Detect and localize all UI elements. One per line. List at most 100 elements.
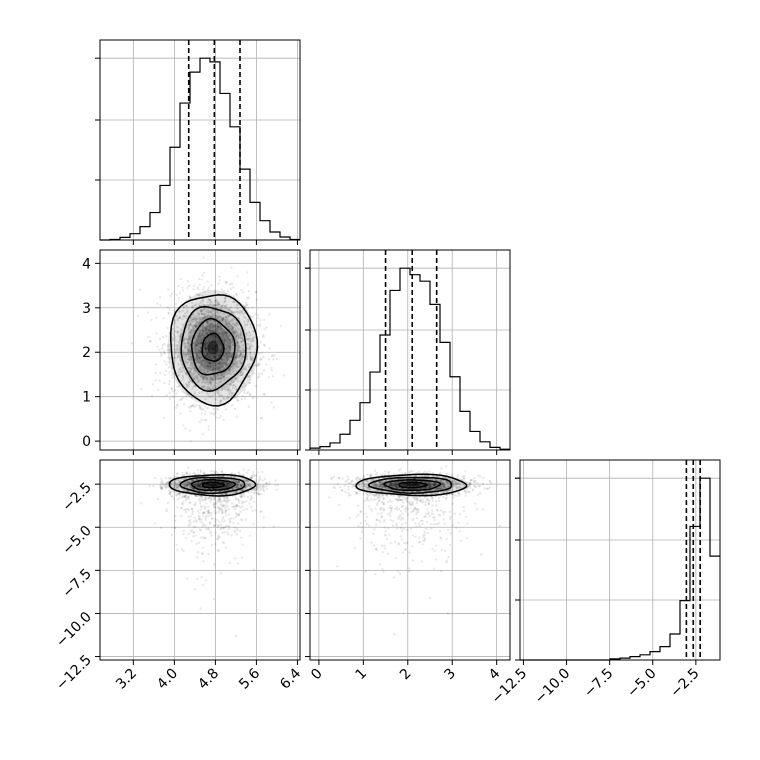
scatter-point xyxy=(217,347,220,350)
scatter-point xyxy=(237,354,241,358)
scatter-point xyxy=(191,479,194,482)
scatter-point xyxy=(176,319,180,322)
scatter-point xyxy=(230,319,233,323)
scatter-point xyxy=(208,328,212,331)
scatter-point xyxy=(193,344,196,347)
scatter-point xyxy=(208,345,211,349)
scatter-point xyxy=(195,333,198,337)
scatter-point xyxy=(154,363,158,366)
scatter-point xyxy=(206,351,210,355)
scatter-point xyxy=(210,340,214,343)
scatter-point xyxy=(236,303,239,306)
scatter-point xyxy=(258,485,261,488)
scatter-point xyxy=(246,347,250,350)
scatter-point xyxy=(159,351,162,354)
scatter-point xyxy=(229,483,233,486)
scatter-point xyxy=(206,379,209,382)
scatter-point xyxy=(213,340,216,343)
scatter-point xyxy=(235,341,239,344)
scatter-point xyxy=(199,335,202,338)
scatter-point xyxy=(237,480,241,484)
scatter-point xyxy=(231,501,234,505)
scatter-point xyxy=(210,340,214,344)
scatter-point xyxy=(260,486,263,489)
scatter-point xyxy=(214,364,218,367)
scatter-point xyxy=(197,330,200,333)
scatter-point xyxy=(229,484,233,487)
scatter-point xyxy=(259,510,262,513)
scatter-point xyxy=(211,342,214,345)
scatter-point xyxy=(221,531,224,534)
scatter-point xyxy=(216,340,220,344)
scatter-point xyxy=(228,339,231,342)
scatter-point xyxy=(235,483,239,487)
scatter-point xyxy=(166,501,170,505)
scatter-point xyxy=(228,337,231,341)
scatter-point xyxy=(199,339,202,342)
scatter-point xyxy=(206,382,210,386)
scatter-point xyxy=(231,327,234,330)
scatter-point xyxy=(245,479,249,482)
scatter-point xyxy=(227,362,230,366)
scatter-point xyxy=(186,337,190,341)
scatter-point xyxy=(169,294,172,298)
scatter-point xyxy=(221,541,224,544)
scatter-point xyxy=(172,334,176,337)
scatter-point xyxy=(231,340,234,344)
scatter-point xyxy=(187,381,190,385)
scatter-point xyxy=(228,484,231,487)
scatter-point xyxy=(237,317,240,320)
scatter-point xyxy=(225,500,229,504)
scatter-point xyxy=(220,373,223,377)
scatter-point xyxy=(218,373,221,377)
scatter-point xyxy=(199,368,202,372)
scatter-point xyxy=(449,488,452,491)
scatter-point xyxy=(234,485,238,488)
scatter-point xyxy=(209,532,212,535)
scatter-point xyxy=(197,355,201,359)
scatter-point xyxy=(196,483,200,486)
scatter-point xyxy=(219,373,223,377)
scatter-point xyxy=(219,368,222,372)
scatter-point xyxy=(246,495,250,499)
scatter-point xyxy=(213,304,216,307)
scatter-point xyxy=(208,344,211,348)
scatter-point xyxy=(208,380,211,384)
scatter-point xyxy=(239,484,242,487)
scatter-point xyxy=(224,484,228,487)
scatter-point xyxy=(255,485,259,488)
scatter-point xyxy=(214,340,218,343)
scatter-point xyxy=(181,502,184,505)
scatter-point xyxy=(407,483,410,486)
scatter-point xyxy=(218,368,221,371)
scatter-point xyxy=(193,368,197,371)
scatter-point xyxy=(195,485,199,488)
scatter-point xyxy=(214,344,217,347)
scatter-point xyxy=(197,312,200,315)
scatter-point xyxy=(234,356,237,360)
scatter-point xyxy=(225,483,229,486)
scatter-point xyxy=(151,383,154,386)
scatter-point xyxy=(240,496,244,499)
scatter-point xyxy=(216,367,219,370)
scatter-point xyxy=(155,316,158,320)
scatter-point xyxy=(239,373,242,377)
scatter-point xyxy=(201,552,204,556)
scatter-point xyxy=(216,369,220,372)
scatter-point xyxy=(175,473,179,476)
scatter-point xyxy=(211,312,215,316)
scatter-point xyxy=(196,486,200,489)
scatter-point xyxy=(208,356,211,359)
scatter-point xyxy=(182,477,186,481)
scatter-point xyxy=(202,505,206,508)
scatter-point xyxy=(210,543,214,547)
scatter-point xyxy=(233,332,236,335)
scatter-point xyxy=(270,401,273,404)
scatter-point xyxy=(448,510,452,514)
scatter-point xyxy=(235,303,238,307)
scatter-point xyxy=(226,482,229,486)
scatter-point xyxy=(215,301,219,305)
scatter-point xyxy=(253,500,256,504)
contour-level-3 xyxy=(168,473,257,497)
scatter-point xyxy=(183,488,186,492)
